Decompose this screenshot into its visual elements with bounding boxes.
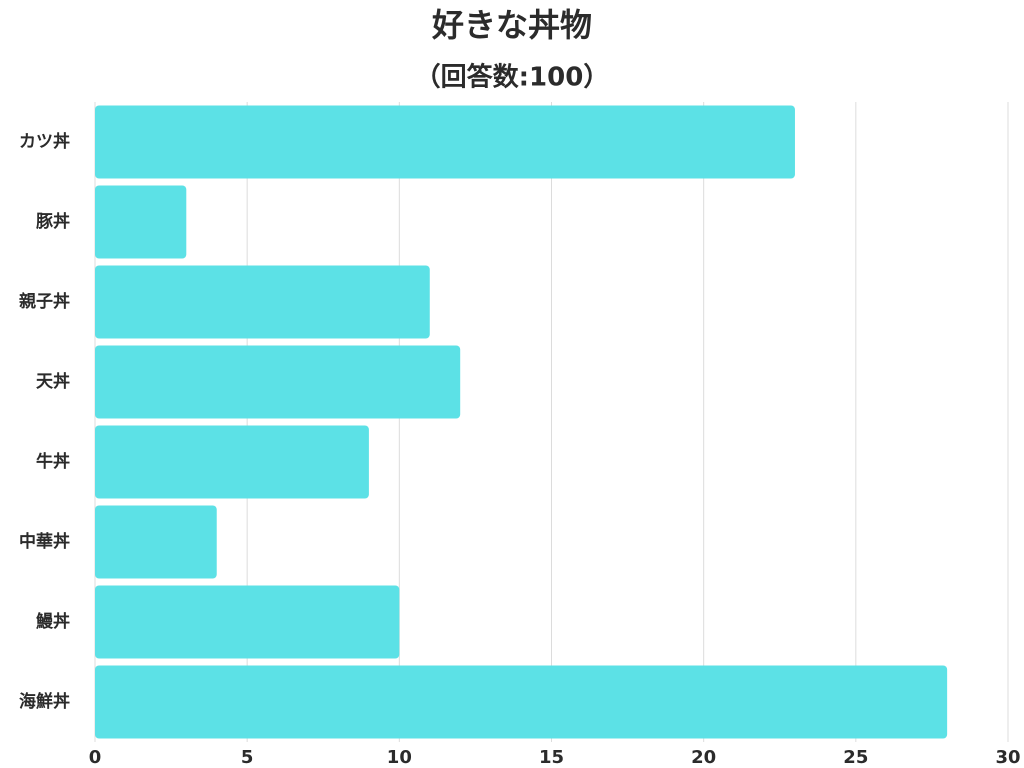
chart-subtitle: （回答数:100） xyxy=(415,62,610,93)
x-tick-label: 25 xyxy=(843,747,868,768)
y-tick-label: 鰻丼 xyxy=(36,611,70,632)
bar xyxy=(95,265,430,339)
bar xyxy=(95,585,400,659)
x-tick-label: 10 xyxy=(387,747,412,768)
bar xyxy=(95,505,217,579)
y-tick-label: 海鮮丼 xyxy=(19,691,70,712)
y-tick-label: 中華丼 xyxy=(19,531,70,552)
bar xyxy=(95,345,461,419)
bar xyxy=(95,185,187,259)
x-tick-label: 5 xyxy=(241,747,254,768)
bar xyxy=(95,425,369,499)
bar xyxy=(95,105,795,179)
chart-title: 好きな丼物 xyxy=(431,6,592,44)
x-tick-label: 15 xyxy=(539,747,564,768)
x-tick-label: 20 xyxy=(691,747,716,768)
y-tick-label: 豚丼 xyxy=(36,211,70,232)
x-tick-label: 30 xyxy=(995,747,1020,768)
y-tick-label: カツ丼 xyxy=(19,131,70,152)
y-tick-label: 牛丼 xyxy=(36,451,70,472)
y-tick-label: 親子丼 xyxy=(19,291,70,312)
bar xyxy=(95,665,948,739)
x-tick-label: 0 xyxy=(89,747,102,768)
y-tick-label: 天丼 xyxy=(36,371,70,392)
